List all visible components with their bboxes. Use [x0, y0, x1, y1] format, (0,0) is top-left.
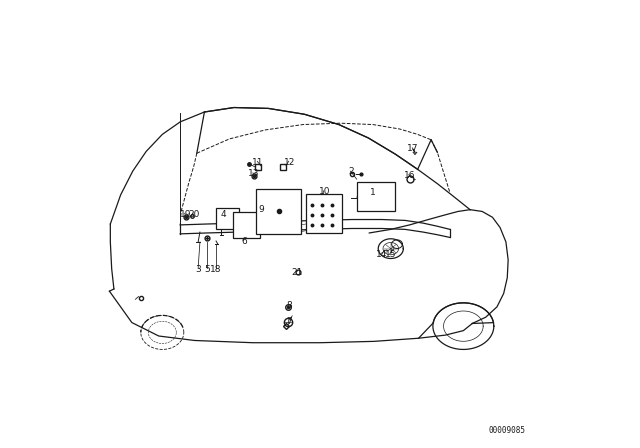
Text: 9: 9 [258, 205, 264, 214]
Bar [356, 182, 395, 211]
Text: 2: 2 [349, 167, 354, 176]
Text: 10: 10 [319, 187, 330, 196]
Text: 12: 12 [284, 158, 295, 167]
Text: 21: 21 [291, 268, 302, 277]
Bar [216, 208, 239, 229]
Text: 6: 6 [241, 237, 246, 246]
Text: 13: 13 [248, 169, 259, 178]
Text: 18: 18 [211, 265, 222, 274]
Text: 7: 7 [287, 317, 292, 326]
Text: 16: 16 [404, 171, 415, 180]
Bar [232, 212, 260, 238]
Bar [306, 194, 342, 233]
Text: 1: 1 [370, 188, 376, 197]
Text: 00009085: 00009085 [489, 426, 526, 435]
Text: 14: 14 [376, 250, 387, 259]
Text: 8: 8 [287, 301, 292, 310]
Text: 20: 20 [188, 210, 199, 219]
Text: 15: 15 [385, 250, 397, 259]
Text: 4: 4 [221, 210, 227, 219]
Text: 17: 17 [408, 144, 419, 153]
Text: 5: 5 [204, 265, 210, 274]
Text: 11: 11 [252, 158, 264, 167]
Text: 19: 19 [180, 210, 191, 219]
Bar [257, 189, 301, 234]
Text: 3: 3 [195, 265, 201, 274]
